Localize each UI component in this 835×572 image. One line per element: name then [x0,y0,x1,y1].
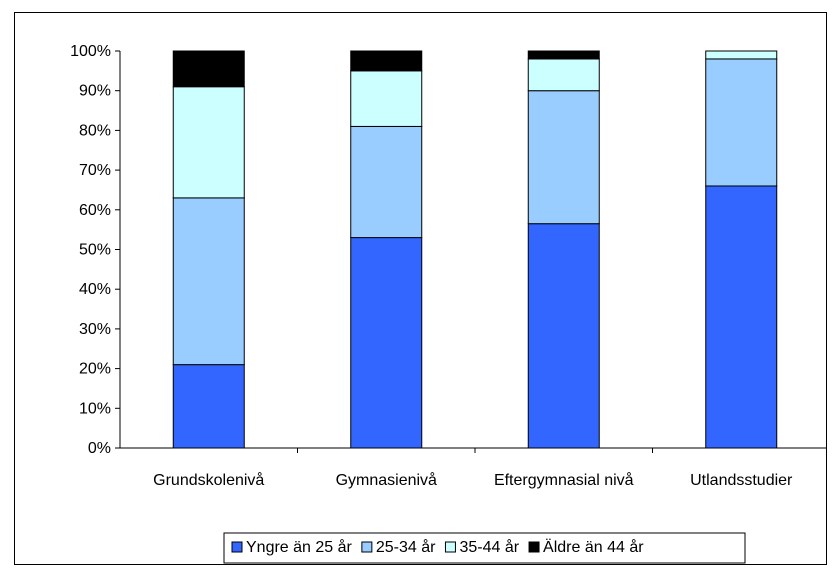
stacked-bar-chart: 0% 10% 20% 30% 40% 50% 60% 70% 80% 90% 100% Grunds… [15,13,826,564]
legend-label: Äldre än 44 år [543,538,644,556]
y-tick-label: 20% [79,361,111,378]
bar-segment [351,126,422,237]
bar-segment [351,51,422,71]
y-tick-label: 70% [79,162,111,179]
legend-swatch [362,542,372,552]
bar-segment [173,365,244,448]
y-tick-label: 40% [79,281,111,298]
y-tick-label: 90% [79,83,111,100]
bar-segment [173,87,244,198]
bar-segment [528,51,599,59]
chart-frame: 0% 10% 20% 30% 40% 50% 60% 70% 80% 90% 100% Grunds… [14,12,827,565]
bar-segment [351,238,422,448]
x-category-label: Gymnasienivå [336,471,437,489]
bar-segment [173,51,244,87]
legend: Yngre än 25 år 25-34 år 35-44 år Äldre än 4… [224,533,745,563]
legend-swatch [445,542,455,552]
legend-label: 25-34 år [376,538,436,556]
legend-swatch [529,542,539,552]
bar-segment [706,186,777,448]
y-tick-label: 100% [70,43,111,60]
y-tick-labels: 0% 10% 20% 30% 40% 50% 60% 70% 80% 90% 100% [70,43,111,457]
x-category-label: Utlandsstudier [690,472,793,489]
legend-swatch [232,542,242,552]
y-tick-label: 10% [79,400,111,417]
bar-segment [351,71,422,127]
bar-segment [706,51,777,59]
bar-segment [173,198,244,365]
y-tick-label: 0% [88,440,111,457]
legend-label: 35-44 år [459,538,519,556]
bar-segment [528,91,599,224]
y-tick-label: 80% [79,122,111,139]
bars [173,51,777,448]
y-tick-label: 30% [79,321,111,338]
y-tick-label: 60% [79,202,111,219]
bar-segment [528,224,599,448]
y-tick-label: 50% [79,242,111,259]
x-category-labels: Grundskolenivå Gymnasienivå Eftergymnasial… [153,471,793,489]
x-category-label: Grundskolenivå [153,471,264,489]
legend-label: Yngre än 25 år [246,538,353,556]
bar-segment [706,59,777,186]
x-category-label: Eftergymnasial nivå [494,471,634,489]
bar-segment [528,59,599,91]
